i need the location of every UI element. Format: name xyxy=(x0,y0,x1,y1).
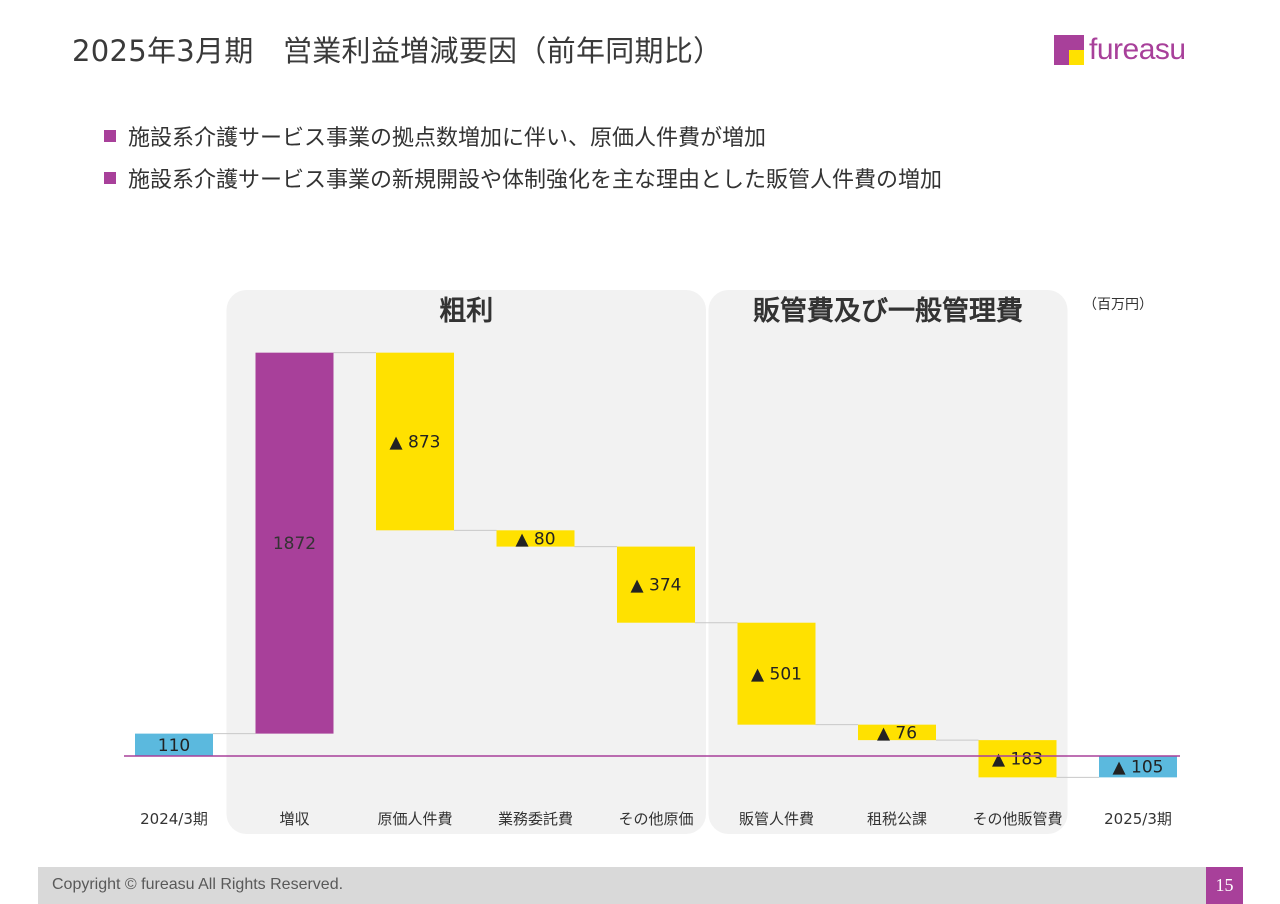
category-label-9: 2025/3期 xyxy=(1104,810,1172,828)
copyright-text: Copyright © fureasu All Rights Reserved. xyxy=(52,876,344,893)
group-panel-0 xyxy=(226,290,706,834)
category-label-4: 業務委託費 xyxy=(498,810,573,828)
bullet-text: 施設系介護サービス事業の新規開設や体制強化を主な理由とした販管人件費の増加 xyxy=(128,168,943,193)
bar-3 xyxy=(376,352,454,531)
bullet-item: 施設系介護サービス事業の新規開設や体制強化を主な理由とした販管人件費の増加 xyxy=(104,160,942,196)
group-label-0: 粗利 xyxy=(439,296,493,327)
category-label-7: 租税公課 xyxy=(867,810,927,828)
data-label-4: ▲ 80 xyxy=(515,529,555,549)
bar-6 xyxy=(737,622,816,725)
bullet-list: 施設系介護サービス事業の拠点数増加に伴い、原価人件費が増加 施設系介護サービス事… xyxy=(104,118,942,202)
category-label-8: その他販管費 xyxy=(972,810,1062,828)
data-label-8: ▲ 183 xyxy=(992,750,1043,770)
waterfall-chart: 粗利 販管費及び一般管理費 （百万円） 110 1872 ▲ 873 ▲ 80 ▲ 374 ▲ … xyxy=(124,290,1180,834)
bullet-item: 施設系介護サービス事業の拠点数増加に伴い、原価人件費が増加 xyxy=(104,118,942,154)
category-label-2: 増収 xyxy=(279,810,309,828)
bar-5 xyxy=(617,546,695,623)
chart-canvas: 粗利 販管費及び一般管理費 （百万円） 110 1872 ▲ 873 ▲ 80 ▲ 374 ▲ … xyxy=(124,290,1180,834)
bar-7 xyxy=(858,724,936,741)
group-label-1: 販管費及び一般管理費 xyxy=(753,295,1023,327)
data-label-9: ▲ 105 xyxy=(1113,758,1164,778)
data-label-5: ▲ 374 xyxy=(631,576,682,596)
logo-mark-icon xyxy=(1054,35,1084,65)
category-label-1: 2024/3期 xyxy=(140,810,208,828)
data-label-6: ▲ 501 xyxy=(751,665,802,685)
page-title: 2025年3月期 営業利益増減要因（前年同期比） xyxy=(72,34,723,68)
bullet-text: 施設系介護サービス事業の拠点数増加に伴い、原価人件費が増加 xyxy=(128,126,767,151)
data-label-3: ▲ 873 xyxy=(390,432,441,452)
bar-2 xyxy=(255,352,334,734)
bar-9 xyxy=(1099,756,1177,778)
fureasu-logo: fureasu xyxy=(1054,33,1186,67)
square-bullet-icon xyxy=(104,130,116,142)
category-label-3: 原価人件費 xyxy=(377,810,452,828)
bar-8 xyxy=(978,740,1057,778)
square-bullet-icon xyxy=(104,172,116,184)
data-label-1: 110 xyxy=(158,736,190,756)
category-label-6: 販管人件費 xyxy=(739,810,814,828)
data-label-7: ▲ 76 xyxy=(877,723,917,743)
logo-text: fureasu xyxy=(1089,33,1186,66)
page-number: 15 xyxy=(1206,867,1243,904)
bar-1 xyxy=(135,733,213,756)
category-label-5: その他原価 xyxy=(618,810,693,828)
data-label-2: 1872 xyxy=(273,534,316,554)
footer: Copyright © fureasu All Rights Reserved.… xyxy=(38,867,1243,904)
unit-label: （百万円） xyxy=(1083,297,1153,313)
bar-4 xyxy=(496,530,575,547)
